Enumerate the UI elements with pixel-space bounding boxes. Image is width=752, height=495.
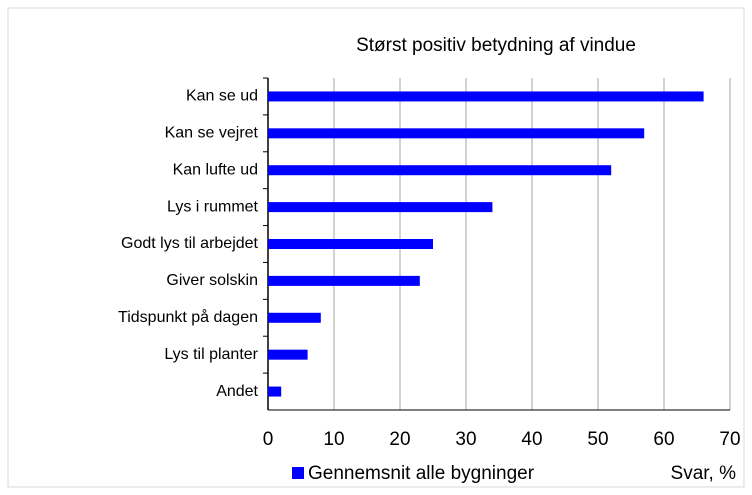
bar: [268, 91, 704, 102]
x-tick-label: 20: [389, 429, 410, 450]
bar: [268, 386, 282, 397]
x-tick-label: 60: [653, 429, 674, 450]
bar: [268, 239, 433, 249]
y-tick-label: Kan lufte ud: [173, 161, 258, 178]
y-tick-label: Godt lys til arbejdet: [121, 235, 259, 252]
x-tick-label: 10: [323, 429, 344, 450]
chart-title: Størst positiv betydning af vindue: [356, 35, 636, 56]
x-tick-label: 40: [521, 429, 542, 450]
x-tick-label: 30: [455, 429, 476, 450]
bar: [268, 275, 420, 286]
y-tick-label: Kan se vejret: [165, 125, 259, 142]
bar: [268, 349, 308, 360]
x-tick-label: 50: [587, 429, 608, 450]
y-tick-label: Giver solskin: [166, 272, 258, 289]
x-tick-label: 0: [263, 429, 274, 450]
y-tick-label: Lys i rummet: [167, 198, 259, 215]
legend-label: Gennemsnit alle bygninger: [308, 463, 535, 484]
bar: [268, 202, 493, 213]
y-tick-label: Kan se ud: [186, 88, 258, 105]
x-tick-label: 70: [719, 429, 740, 450]
legend-swatch: [292, 467, 304, 479]
bar: [268, 312, 321, 323]
bar: [268, 128, 645, 139]
y-tick-label: Lys til planter: [164, 346, 258, 363]
bar: [268, 165, 612, 176]
x-axis-label: Svar, %: [671, 463, 737, 484]
y-tick-label: Andet: [216, 383, 258, 400]
y-tick-label: Tidspunkt på dagen: [118, 308, 258, 326]
